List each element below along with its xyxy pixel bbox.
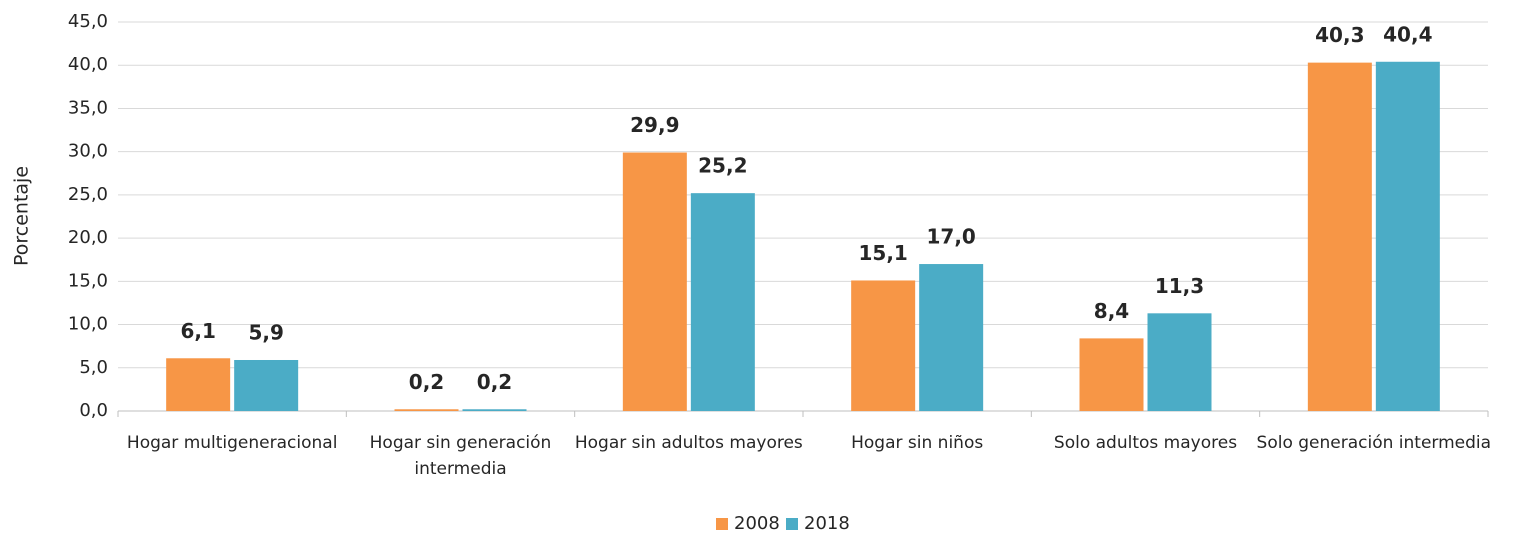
bar: [1307, 62, 1372, 412]
bar: [1147, 313, 1212, 411]
x-tick-label: Solo generación intermedia: [1256, 433, 1492, 453]
bar: [690, 193, 755, 411]
legend-label: 2018: [804, 513, 850, 534]
bar: [462, 409, 527, 411]
data-label: 0,2: [409, 370, 444, 394]
data-label: 0,2: [477, 370, 512, 394]
bar: [851, 280, 916, 411]
legend-label: 2008: [734, 513, 780, 534]
bar: [1079, 338, 1144, 411]
y-tick-label: 0,0: [79, 400, 108, 421]
x-tick-label: Hogar sin adultos mayores: [574, 433, 803, 453]
y-tick-label: 5,0: [79, 357, 108, 378]
y-tick-label: 45,0: [68, 11, 108, 32]
bar: [919, 264, 984, 411]
legend-swatch: [786, 518, 798, 530]
y-tick-label: 40,0: [68, 54, 108, 75]
data-label: 40,4: [1383, 22, 1432, 46]
legend-swatch: [716, 518, 728, 530]
data-label: 11,3: [1155, 274, 1204, 298]
bar: [166, 358, 231, 411]
bar: [394, 409, 459, 411]
bar: [1375, 61, 1440, 412]
data-label: 5,9: [248, 320, 283, 344]
data-label: 8,4: [1094, 299, 1129, 323]
x-tick-label: Solo adultos mayores: [1053, 433, 1238, 453]
x-tick-label: Hogar sin generación intermedia: [369, 433, 552, 479]
y-tick-label: 10,0: [68, 314, 108, 335]
data-label: 17,0: [926, 225, 975, 249]
bar: [234, 359, 299, 411]
y-tick-label: 25,0: [68, 184, 108, 205]
y-tick-label: 30,0: [68, 141, 108, 162]
y-tick-label: 35,0: [68, 97, 108, 118]
y-tick-label: 15,0: [68, 270, 108, 291]
bar: [622, 152, 687, 411]
data-label: 29,9: [630, 113, 679, 137]
y-axis-title: Porcentaje: [11, 166, 33, 266]
data-label: 25,2: [698, 154, 747, 178]
data-label: 15,1: [858, 241, 907, 265]
data-label: 40,3: [1315, 23, 1364, 47]
y-tick-label: 20,0: [68, 227, 108, 248]
x-tick-label: Hogar sin niños: [851, 433, 984, 453]
data-label: 6,1: [180, 319, 215, 343]
x-tick-label: Hogar multigeneracional: [126, 433, 338, 453]
